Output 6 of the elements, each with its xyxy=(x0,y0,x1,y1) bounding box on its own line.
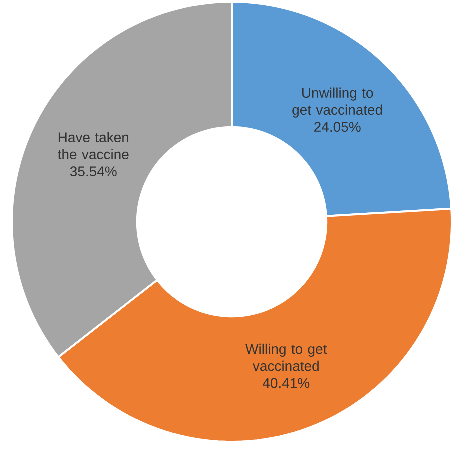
data-label: 35.54% xyxy=(70,166,117,177)
data-label: 24.05% xyxy=(314,122,361,132)
data-label: 40.41% xyxy=(262,378,310,388)
slice-label: Unwilling to get vaccinated xyxy=(292,88,382,118)
slice-label: Have taken the vaccine xyxy=(58,132,129,160)
slice-label: Willing to get vaccinated xyxy=(246,344,328,372)
